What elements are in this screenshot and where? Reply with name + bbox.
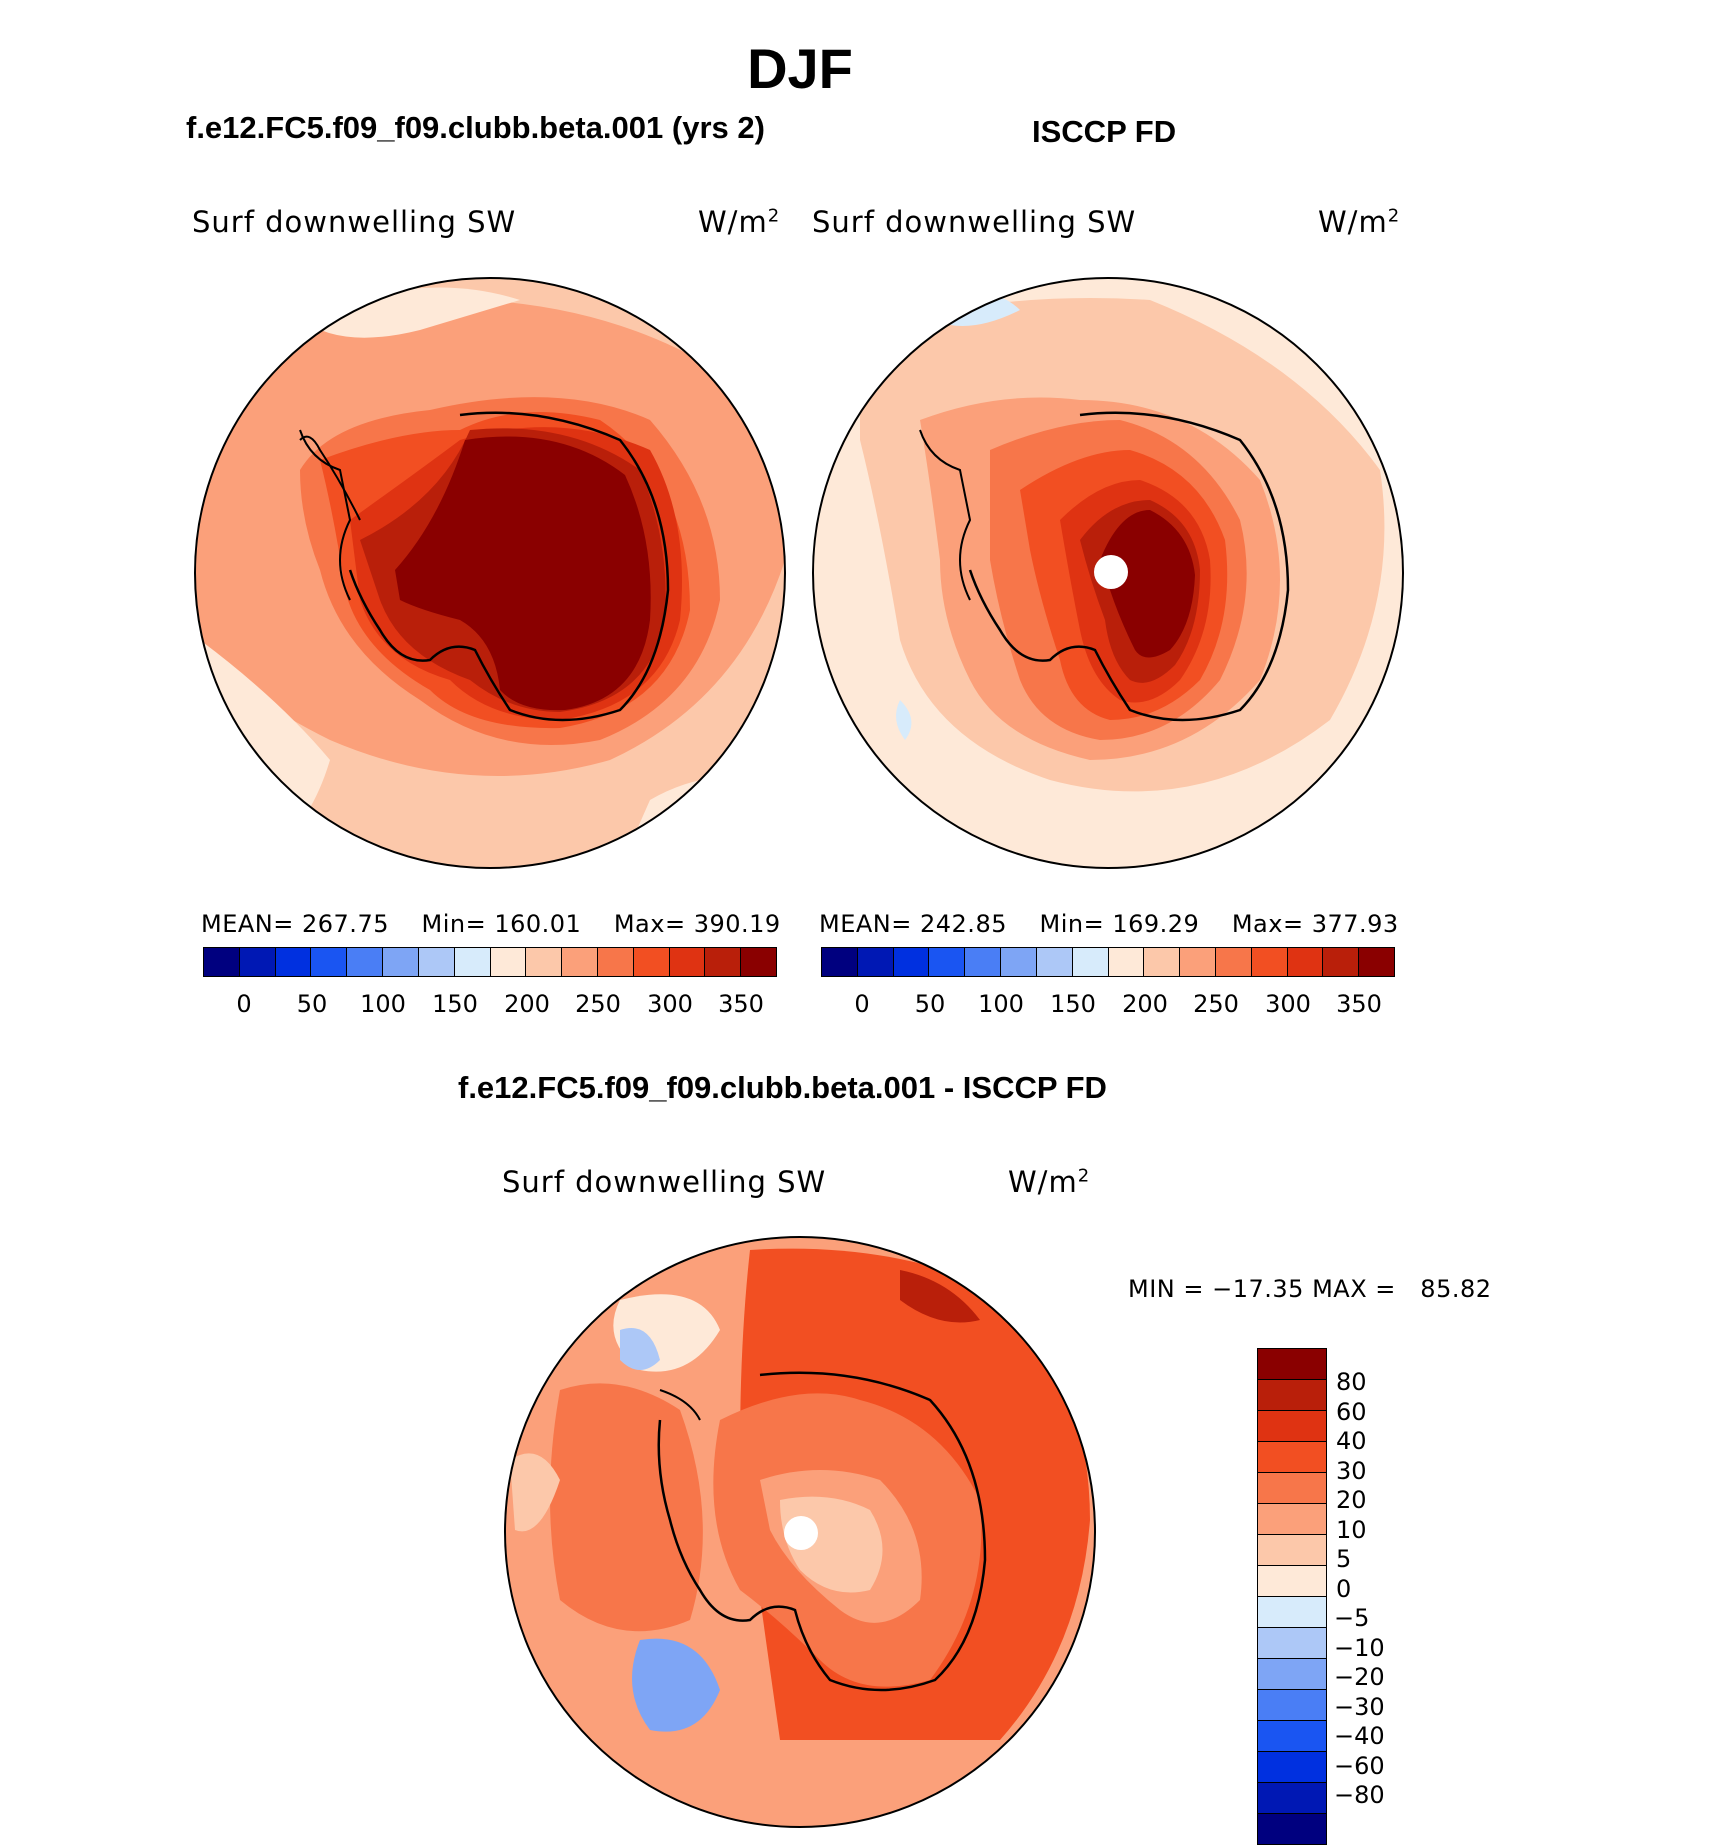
diff-colorbar bbox=[1257, 1348, 1327, 1845]
cb-diff-tick-m30: −30 bbox=[1334, 1693, 1385, 1721]
panel-model-map bbox=[194, 277, 786, 869]
colorbar-swatch-15 bbox=[1359, 948, 1394, 976]
colorbar-swatch-2 bbox=[893, 948, 930, 976]
panel-obs-variable: Surf downwelling SW bbox=[812, 205, 1137, 239]
cb-diff-tick-m80: −80 bbox=[1334, 1781, 1385, 1809]
cb-model-tick-0: 0 bbox=[236, 990, 252, 1018]
panel-model-title: f.e12.FC5.f09_f09.clubb.beta.001 (yrs 2) bbox=[186, 110, 765, 145]
colorbar-swatch-13 bbox=[1258, 1752, 1326, 1783]
colorbar-swatch-7 bbox=[1072, 948, 1109, 976]
colorbar-swatch-3 bbox=[929, 948, 966, 976]
cb-diff-tick-m10: −10 bbox=[1334, 1634, 1385, 1662]
cb-diff-tick-30: 30 bbox=[1336, 1457, 1367, 1485]
cb-obs-tick-150: 150 bbox=[1050, 990, 1096, 1018]
colorbar-swatch-6 bbox=[1258, 1535, 1326, 1566]
colorbar-swatch-2 bbox=[275, 948, 312, 976]
colorbar-swatch-1 bbox=[1258, 1380, 1326, 1411]
cb-diff-tick-m60: −60 bbox=[1334, 1752, 1385, 1780]
cb-obs-tick-0: 0 bbox=[854, 990, 870, 1018]
colorbar-swatch-11 bbox=[1215, 948, 1252, 976]
panel-obs-units: W/m2 bbox=[1318, 205, 1401, 239]
colorbar-swatch-10 bbox=[1180, 948, 1216, 976]
panel-obs-title: ISCCP FD bbox=[1032, 114, 1177, 149]
colorbar-swatch-14 bbox=[705, 948, 742, 976]
colorbar-swatch-7 bbox=[454, 948, 491, 976]
figure-title: DJF bbox=[747, 37, 853, 100]
colorbar-swatch-10 bbox=[562, 948, 598, 976]
diff-variable: Surf downwelling SW bbox=[502, 1165, 827, 1199]
panel-obs-colorbar bbox=[821, 947, 1395, 977]
cb-obs-tick-300: 300 bbox=[1265, 990, 1311, 1018]
colorbar-swatch-0 bbox=[204, 948, 240, 976]
colorbar-swatch-10 bbox=[1258, 1659, 1326, 1690]
colorbar-swatch-4 bbox=[347, 948, 384, 976]
panel-model-stats: MEAN= 267.75 Min= 160.01 Max= 390.19 bbox=[201, 910, 781, 938]
cb-model-tick-300: 300 bbox=[647, 990, 693, 1018]
cb-diff-tick-m20: −20 bbox=[1334, 1663, 1385, 1691]
cb-obs-tick-200: 200 bbox=[1122, 990, 1168, 1018]
colorbar-swatch-5 bbox=[1258, 1504, 1326, 1535]
cb-model-tick-50: 50 bbox=[296, 990, 328, 1018]
colorbar-swatch-0 bbox=[1258, 1349, 1326, 1380]
diff-stats: MIN = −17.35 MAX = 85.82 bbox=[1128, 1275, 1492, 1303]
colorbar-swatch-15 bbox=[1258, 1814, 1326, 1844]
cb-model-tick-350: 350 bbox=[718, 990, 764, 1018]
cb-diff-tick-m40: −40 bbox=[1334, 1722, 1385, 1750]
colorbar-swatch-13 bbox=[1287, 948, 1324, 976]
colorbar-swatch-8 bbox=[490, 948, 527, 976]
panel-model-variable: Surf downwelling SW bbox=[192, 205, 517, 239]
panel-obs-map bbox=[812, 277, 1404, 869]
colorbar-swatch-11 bbox=[1258, 1690, 1326, 1721]
panel-model-colorbar bbox=[203, 947, 777, 977]
colorbar-swatch-5 bbox=[383, 948, 419, 976]
cb-obs-tick-100: 100 bbox=[978, 990, 1024, 1018]
colorbar-swatch-11 bbox=[597, 948, 634, 976]
colorbar-swatch-12 bbox=[1251, 948, 1288, 976]
colorbar-swatch-12 bbox=[633, 948, 670, 976]
colorbar-swatch-1 bbox=[857, 948, 894, 976]
colorbar-swatch-13 bbox=[669, 948, 706, 976]
colorbar-swatch-6 bbox=[418, 948, 455, 976]
colorbar-swatch-4 bbox=[1258, 1473, 1326, 1504]
cb-diff-tick-0: 0 bbox=[1336, 1575, 1352, 1603]
cb-obs-tick-350: 350 bbox=[1336, 990, 1382, 1018]
colorbar-swatch-12 bbox=[1258, 1721, 1326, 1752]
colorbar-swatch-4 bbox=[965, 948, 1002, 976]
panel-model-units: W/m2 bbox=[698, 205, 781, 239]
cb-diff-tick-5: 5 bbox=[1336, 1545, 1352, 1573]
cb-model-tick-100: 100 bbox=[360, 990, 406, 1018]
colorbar-swatch-3 bbox=[1258, 1442, 1326, 1473]
diff-title: f.e12.FC5.f09_f09.clubb.beta.001 - ISCCP… bbox=[458, 1070, 1107, 1105]
colorbar-swatch-8 bbox=[1258, 1597, 1326, 1628]
colorbar-swatch-6 bbox=[1036, 948, 1073, 976]
panel-obs-stats: MEAN= 242.85 Min= 169.29 Max= 377.93 bbox=[819, 910, 1399, 938]
panel-diff-map bbox=[504, 1236, 1096, 1828]
colorbar-swatch-14 bbox=[1323, 948, 1360, 976]
colorbar-swatch-9 bbox=[1144, 948, 1181, 976]
colorbar-swatch-15 bbox=[741, 948, 776, 976]
cb-diff-tick-40: 40 bbox=[1336, 1427, 1367, 1455]
cb-model-tick-150: 150 bbox=[432, 990, 478, 1018]
cb-obs-tick-250: 250 bbox=[1193, 990, 1239, 1018]
colorbar-swatch-0 bbox=[822, 948, 858, 976]
colorbar-swatch-7 bbox=[1258, 1566, 1326, 1597]
colorbar-swatch-9 bbox=[526, 948, 563, 976]
colorbar-swatch-5 bbox=[1001, 948, 1037, 976]
diff-units: W/m2 bbox=[1008, 1165, 1091, 1199]
cb-model-tick-250: 250 bbox=[575, 990, 621, 1018]
colorbar-swatch-2 bbox=[1258, 1411, 1326, 1442]
cb-obs-tick-50: 50 bbox=[914, 990, 946, 1018]
cb-model-tick-200: 200 bbox=[504, 990, 550, 1018]
cb-diff-tick-10: 10 bbox=[1336, 1516, 1367, 1544]
colorbar-swatch-9 bbox=[1258, 1628, 1326, 1659]
colorbar-swatch-1 bbox=[239, 948, 276, 976]
cb-diff-tick-20: 20 bbox=[1336, 1486, 1367, 1514]
cb-diff-tick-80: 80 bbox=[1336, 1368, 1367, 1396]
colorbar-swatch-14 bbox=[1258, 1783, 1326, 1814]
cb-diff-tick-60: 60 bbox=[1336, 1398, 1367, 1426]
colorbar-swatch-8 bbox=[1108, 948, 1145, 976]
colorbar-swatch-3 bbox=[311, 948, 348, 976]
cb-diff-tick-m5: −5 bbox=[1334, 1604, 1370, 1632]
